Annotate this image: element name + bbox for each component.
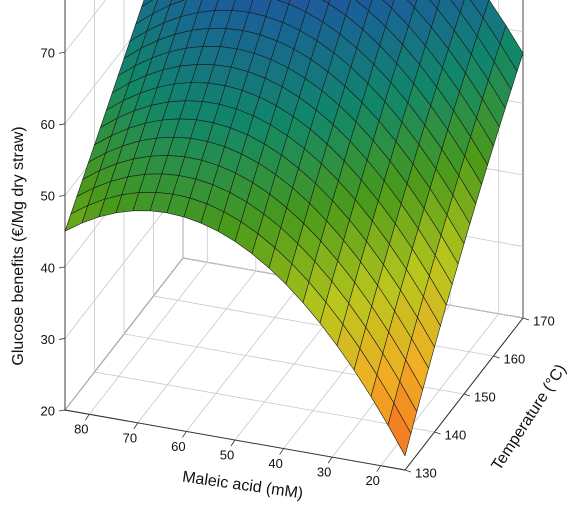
y-gridline xyxy=(94,0,435,433)
y-gridline xyxy=(123,0,465,395)
z-axis-label: Glucose benefits (€/Mg dry straw) xyxy=(10,126,27,365)
z-tick xyxy=(58,409,66,412)
x-tick-label: 20 xyxy=(365,473,379,488)
x-tick-label: 70 xyxy=(123,430,137,445)
y-axis-label: Temperature (°C) xyxy=(489,361,570,473)
z-gridline xyxy=(64,0,107,53)
y-tick-label: 160 xyxy=(504,351,526,366)
z-tick xyxy=(58,123,66,126)
z-tick-label: 60 xyxy=(41,117,55,132)
x-tick xyxy=(279,448,284,455)
x-tick xyxy=(230,439,236,447)
x-tick-label: 40 xyxy=(268,456,282,471)
z-tick-label: 20 xyxy=(41,403,55,418)
z-tick xyxy=(58,338,66,340)
surface-cell xyxy=(406,0,418,8)
y-tick xyxy=(404,469,412,473)
x-tick xyxy=(133,422,139,430)
z-tick-label: 50 xyxy=(41,189,55,204)
y-tick-label: 130 xyxy=(415,465,437,480)
y-tick xyxy=(434,431,441,435)
z-tick xyxy=(58,266,66,269)
x-tick-label: 60 xyxy=(171,439,185,454)
surface-cell xyxy=(429,0,441,10)
z-tick-label: 30 xyxy=(41,332,55,347)
y-tick xyxy=(522,317,530,321)
x-tick xyxy=(182,431,187,438)
z-tick-label: 70 xyxy=(41,46,55,61)
y-tick-label: 170 xyxy=(533,313,555,328)
tick-labels: 20 30 40 50 60 70 80 130 140 150 160 170 20 30 40 50 60 7… xyxy=(41,46,555,489)
z-tick xyxy=(58,194,66,197)
y-tick xyxy=(463,393,471,397)
surface-cell xyxy=(387,402,412,457)
z-tick-label: 40 xyxy=(41,260,55,275)
y-tick xyxy=(493,355,500,359)
x-tick xyxy=(84,414,90,421)
x-axis-label: Maleic acid (mM) xyxy=(181,469,304,503)
x-tick xyxy=(376,465,382,472)
y-tick-label: 150 xyxy=(474,389,496,404)
x-tick-label: 30 xyxy=(317,465,331,480)
z-tick xyxy=(58,51,66,54)
y-tick-label: 140 xyxy=(445,427,467,442)
x-tick-label: 50 xyxy=(220,447,234,462)
x-tick-label: 80 xyxy=(74,422,88,437)
surface-cell xyxy=(382,0,395,9)
x-tick xyxy=(327,456,333,464)
response-surface xyxy=(64,0,524,457)
